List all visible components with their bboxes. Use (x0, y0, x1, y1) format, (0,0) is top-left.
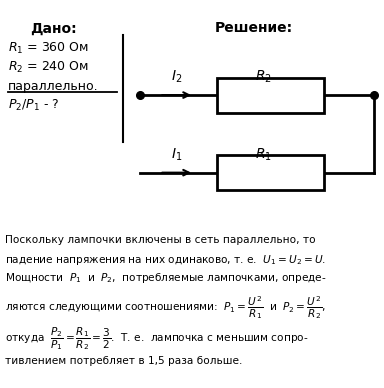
Bar (217, 78, 324, 113)
Text: тивлением потребляет в 1,5 раза больше.: тивлением потребляет в 1,5 раза больше. (5, 356, 242, 366)
Text: падение напряжения на них одинаково, т. е.  $U_1=U_2=U$.: падение напряжения на них одинаково, т. … (5, 253, 326, 267)
Text: Решение:: Решение: (214, 21, 293, 35)
Text: $R_2$ = 240 Ом: $R_2$ = 240 Ом (8, 60, 89, 75)
Text: $\mathit{I_2}$: $\mathit{I_2}$ (171, 69, 182, 85)
Text: ляются следующими соотношениями:  $P_1=\dfrac{U^2}{R_1}$  и  $P_2=\dfrac{U^2}{R_: ляются следующими соотношениями: $P_1=\d… (5, 294, 326, 321)
Text: параллельно.: параллельно. (8, 80, 98, 94)
Text: Мощности  $P_1$  и  $P_2$,  потребляемые лампочками, опреде-: Мощности $P_1$ и $P_2$, потребляемые лам… (5, 271, 326, 285)
Text: $R_1$ = 360 Ом: $R_1$ = 360 Ом (8, 41, 89, 56)
Text: $\mathit{R_1}$: $\mathit{R_1}$ (255, 147, 271, 163)
Bar (217, 155, 324, 190)
Text: Дано:: Дано: (30, 21, 77, 35)
Text: $P_2$/$P_1$ - ?: $P_2$/$P_1$ - ? (8, 98, 59, 113)
Text: $\mathit{R_2}$: $\mathit{R_2}$ (255, 69, 271, 85)
Text: $\mathit{I_1}$: $\mathit{I_1}$ (171, 147, 182, 163)
Text: откуда  $\dfrac{P_2}{P_1}=\dfrac{R_1}{R_2}=\dfrac{3}{2}$.  Т. е.  лампочка с мен: откуда $\dfrac{P_2}{P_1}=\dfrac{R_1}{R_2… (5, 325, 308, 352)
Text: Поскольку лампочки включены в сеть параллельно, то: Поскольку лампочки включены в сеть парал… (5, 235, 315, 245)
